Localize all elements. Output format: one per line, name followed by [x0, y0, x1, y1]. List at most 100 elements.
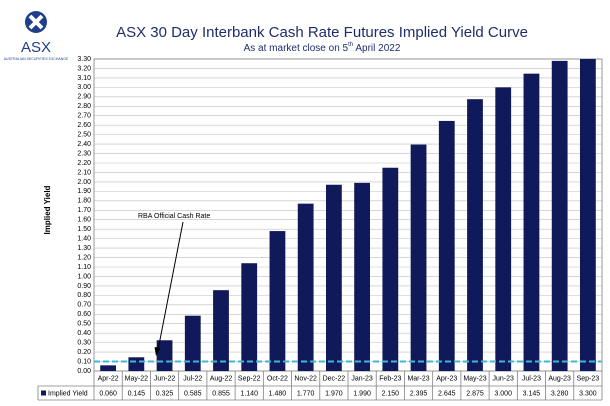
x-tick-label: Mar-23 [407, 375, 429, 382]
bar [551, 60, 568, 372]
y-tick-label: 2.60 [77, 122, 91, 129]
bar [438, 120, 455, 371]
x-tick-label: Apr-22 [98, 375, 119, 382]
y-tick-label: 2.90 [77, 94, 91, 101]
logo-mark [25, 11, 47, 33]
x-tick-label: Jun-22 [154, 375, 176, 382]
table-value: 0.145 [128, 390, 146, 397]
y-tick-label: 2.80 [77, 103, 91, 110]
bar [325, 184, 342, 371]
y-tick-label: 0.10 [77, 358, 91, 365]
x-tick-label: Oct-22 [267, 375, 288, 382]
x-tick-label: Apr-23 [436, 375, 457, 382]
logo-tagline: AUSTRALIAN SECURITIES EXCHANGE [4, 57, 69, 61]
y-tick-label: 0.80 [77, 292, 91, 299]
table-value: 2.150 [382, 390, 400, 397]
table-value: 3.000 [494, 390, 512, 397]
y-tick-label: 3.10 [77, 75, 91, 82]
y-tick-label: 1.40 [77, 235, 91, 242]
table-value: 3.145 [523, 390, 541, 397]
y-tick-label: 1.90 [77, 188, 91, 195]
table-value: 1.140 [240, 390, 258, 397]
y-tick-label: 2.40 [77, 141, 91, 148]
y-tick-label: 1.70 [77, 207, 91, 214]
table-value: 3.300 [579, 390, 597, 397]
x-tick-label: Jan-23 [351, 375, 373, 382]
y-tick-label: 2.70 [77, 113, 91, 120]
y-tick-label: 2.20 [77, 160, 91, 167]
y-tick-label: 0.60 [77, 311, 91, 318]
y-tick-label: 0.70 [77, 302, 91, 309]
table-value: 1.990 [353, 390, 371, 397]
y-tick-label: 0.20 [77, 349, 91, 356]
x-tick-label: Sep-23 [577, 375, 600, 382]
y-tick-label: 1.60 [77, 217, 91, 224]
chart-title: ASX 30 Day Interbank Cash Rate Futures I… [116, 24, 528, 41]
bar [128, 357, 145, 371]
y-tick-label: 3.20 [77, 65, 91, 72]
subtitle-part: As at market close on 5 [244, 43, 349, 54]
logo: ASX AUSTRALIAN SECURITIES EXCHANGE [4, 11, 69, 61]
y-tick-label: 1.20 [77, 254, 91, 261]
table-value: 3.280 [551, 390, 569, 397]
y-tick-label: 0.00 [77, 368, 91, 375]
y-tick-label: 1.10 [77, 264, 91, 271]
annotation-arrowhead [154, 347, 161, 356]
table-value: 0.855 [212, 390, 230, 397]
y-tick-label: 2.00 [77, 179, 91, 186]
bar [579, 59, 596, 371]
x-tick-label: Aug-22 [210, 375, 233, 382]
bar [495, 87, 512, 371]
y-tick-label: 3.30 [77, 56, 91, 63]
bar [523, 73, 540, 372]
table-value: 2.645 [438, 390, 456, 397]
y-tick-label: 1.80 [77, 198, 91, 205]
x-tick-label: May-23 [463, 375, 486, 382]
y-tick-label: 2.10 [77, 169, 91, 176]
table-value: 2.875 [466, 390, 484, 397]
bar [410, 144, 427, 371]
x-tick-label: Jul-23 [522, 375, 541, 382]
table-value: 1.770 [297, 390, 315, 397]
logo-name: ASX [21, 39, 51, 56]
table-value: 1.970 [325, 390, 343, 397]
table-value: 0.585 [184, 390, 202, 397]
bar [213, 290, 229, 371]
legend-swatch [41, 390, 46, 396]
y-tick-label: 0.50 [77, 321, 91, 328]
bar [297, 203, 314, 371]
bar [156, 340, 173, 371]
y-tick-label: 2.50 [77, 131, 91, 138]
bar [184, 315, 201, 371]
table-value: 0.325 [156, 390, 174, 397]
x-tick-label: Sep-22 [238, 375, 261, 382]
y-tick-label: 3.00 [77, 84, 91, 91]
y-tick-label: 2.30 [77, 150, 91, 157]
y-axis-label: Implied Yield [43, 185, 52, 234]
y-tick-label: 1.30 [77, 245, 91, 252]
bar [241, 263, 258, 371]
x-tick-label: Jul-22 [183, 375, 202, 382]
x-tick-label: Aug-23 [548, 375, 571, 382]
x-tick-label: Jun-23 [493, 375, 515, 382]
x-tick-label: Dec-22 [323, 375, 346, 382]
chart-subtitle: As at market close on 5th April 2022 [244, 39, 401, 54]
y-tick-label: 0.90 [77, 283, 91, 290]
annotation-label: RBA Official Cash Rate [138, 213, 210, 220]
bar [354, 182, 371, 371]
bar [467, 99, 483, 371]
y-tick-label: 0.30 [77, 339, 91, 346]
subtitle-part: April 2022 [355, 43, 400, 54]
subtitle-part: th [348, 42, 353, 48]
x-tick-label: Nov-22 [294, 375, 317, 382]
y-tick-label: 1.00 [77, 273, 91, 280]
table-value: 2.395 [410, 390, 428, 397]
table-value: 1.480 [269, 390, 287, 397]
y-tick-label: 0.40 [77, 330, 91, 337]
bar [269, 231, 286, 371]
bar [382, 167, 399, 371]
x-tick-label: May-22 [125, 375, 148, 382]
legend-label: Implied Yield [48, 390, 88, 397]
annotation-arrow [157, 221, 184, 351]
